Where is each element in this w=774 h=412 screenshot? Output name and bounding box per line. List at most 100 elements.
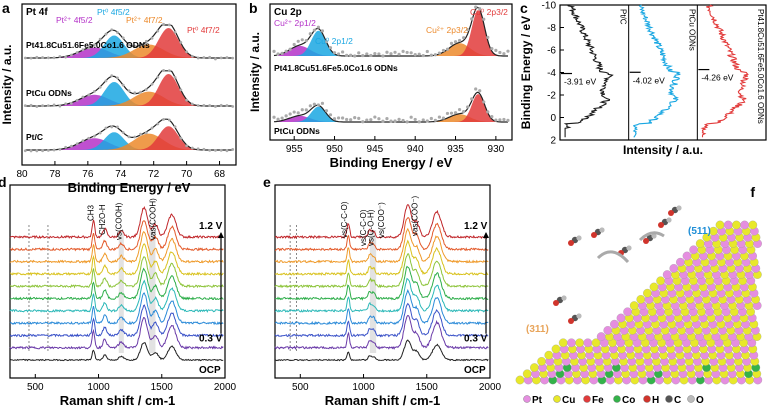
panel-a-data-point [104,126,108,130]
atom [583,338,593,348]
panel-a-series-label: Pt41.8Cu51.6Fe5.0Co1.6 ODNs [26,40,150,50]
panel-c-trace [563,4,614,138]
panel-a-data-point [127,43,131,46]
legend-label: Co [622,395,635,406]
panel-e-band-label: vs(C-O-H) [367,209,376,246]
panel-c-trace-label: Pt41.8Cu51.6Fe5.0Co1.6 ODNs [756,9,765,124]
panel-c-ytick-label: -2 [547,91,556,102]
panel-d-xtick-label: 500 [27,382,44,393]
panel-a-data-point [214,148,217,152]
atom [561,295,567,301]
panel-b-data-point [341,50,345,54]
panel-e-spectrum [274,203,489,240]
panel-b-peak-fill [278,43,508,56]
panel-b-data-point [498,50,502,55]
legend-label: Pt [532,395,543,406]
panel-b-data-point [296,111,300,115]
panel-e-xtick-label: 1500 [416,382,439,393]
panel-d-spectrum [9,342,224,362]
legend-swatch [523,395,531,403]
panel-b-data-point [445,47,450,51]
panel-a-xtick-label: 76 [82,169,94,180]
legend-swatch [687,395,695,403]
panel-a-data-point [93,43,96,47]
panel-a-data-point [41,56,44,59]
atom [676,257,685,267]
atom [544,350,554,360]
panel-e-xtick-label: 2000 [479,382,502,393]
panel-a-data-point [185,98,189,102]
atom [522,369,532,379]
panel-a-peak-fill [38,47,228,58]
panel-a-data-point [231,148,235,151]
panel-b-peak-fill [278,106,508,122]
panel-b-data-point [312,28,316,32]
panel-d-spectrum [10,256,224,289]
legend-label: O [696,395,704,406]
panel-b-data-point [361,120,365,124]
atom [676,205,682,211]
panel-a-data-point [156,122,160,126]
atom [591,232,597,238]
atom [658,222,664,228]
panel-b-data-point [393,119,397,123]
atom [623,307,632,317]
panel-e-band-label: vas(COO⁻) [410,195,419,236]
atom [603,326,613,335]
panel-b-data-point [433,118,437,122]
panel-b-data-point [466,105,470,109]
panel-a-data-point [87,46,91,50]
panel-a-peak-fill [38,138,228,150]
panel-a-data-point [75,98,79,102]
panel-b-data-point [502,117,506,122]
atom [567,338,576,348]
panel-d-arrow-head [218,232,224,238]
panel-a-xtick-label: 78 [49,169,61,180]
panel-a-data-point [81,139,85,143]
panel-a-data-point [133,45,137,48]
panel-e-xtick-label: 1000 [352,382,375,393]
panel-b-data-point [413,117,417,122]
atom [515,375,525,385]
panel-a-data-point [208,149,212,152]
panel-a-data-point [98,131,102,135]
panel-f-facet-label: (511) [688,226,711,237]
panel-a-data-point [110,125,114,129]
panel-e-spectrum [274,288,489,326]
panel-b-data-point [332,117,337,121]
panel-a-data-point [179,88,183,92]
panel-b-data-point [316,25,320,29]
legend-label: C [674,395,681,406]
panel-a-data-point [133,91,137,95]
panel-b-title: Cu 2p [274,7,302,18]
panel-a-data-point [144,88,148,91]
panel-a-data-point [144,131,148,135]
panel-b-data-point [361,53,365,58]
panel-b-data-point [353,115,357,120]
atom [740,220,749,230]
panel-b-data-point [437,51,441,55]
panel-a-data-point [52,103,56,107]
panel-b-xtick-label: 950 [326,144,343,155]
atom [636,295,646,304]
panel-a-data-point [167,69,171,73]
panel-c-center-label: -3.91 eV [564,77,596,87]
panel-a-data-point [98,85,102,89]
panel-b-data-point [320,29,325,33]
panel-b-peak-fill [278,94,508,122]
panel-a-peak-label: Pt²⁺ 4f7/2 [126,15,163,25]
panel-a-data-point [219,148,223,152]
panel-d-band-label: CH2O-H [98,204,107,235]
legend-label: Cu [562,395,575,406]
panel-a-data-point [81,95,85,99]
panel-a-data-point [41,104,44,108]
panel-b-data-point [506,118,510,122]
panel-b-data-point [494,48,498,52]
atom [629,301,639,310]
panel-b-series-label: Pt41.8Cu51.6Fe5.0Co1.6 ODNs [274,63,398,73]
panel-b-data-point [425,49,429,54]
panel-b-data-point [357,51,361,55]
panel-b-data-point [441,116,446,120]
panel-b-data-point [425,119,429,123]
atom [596,332,606,341]
